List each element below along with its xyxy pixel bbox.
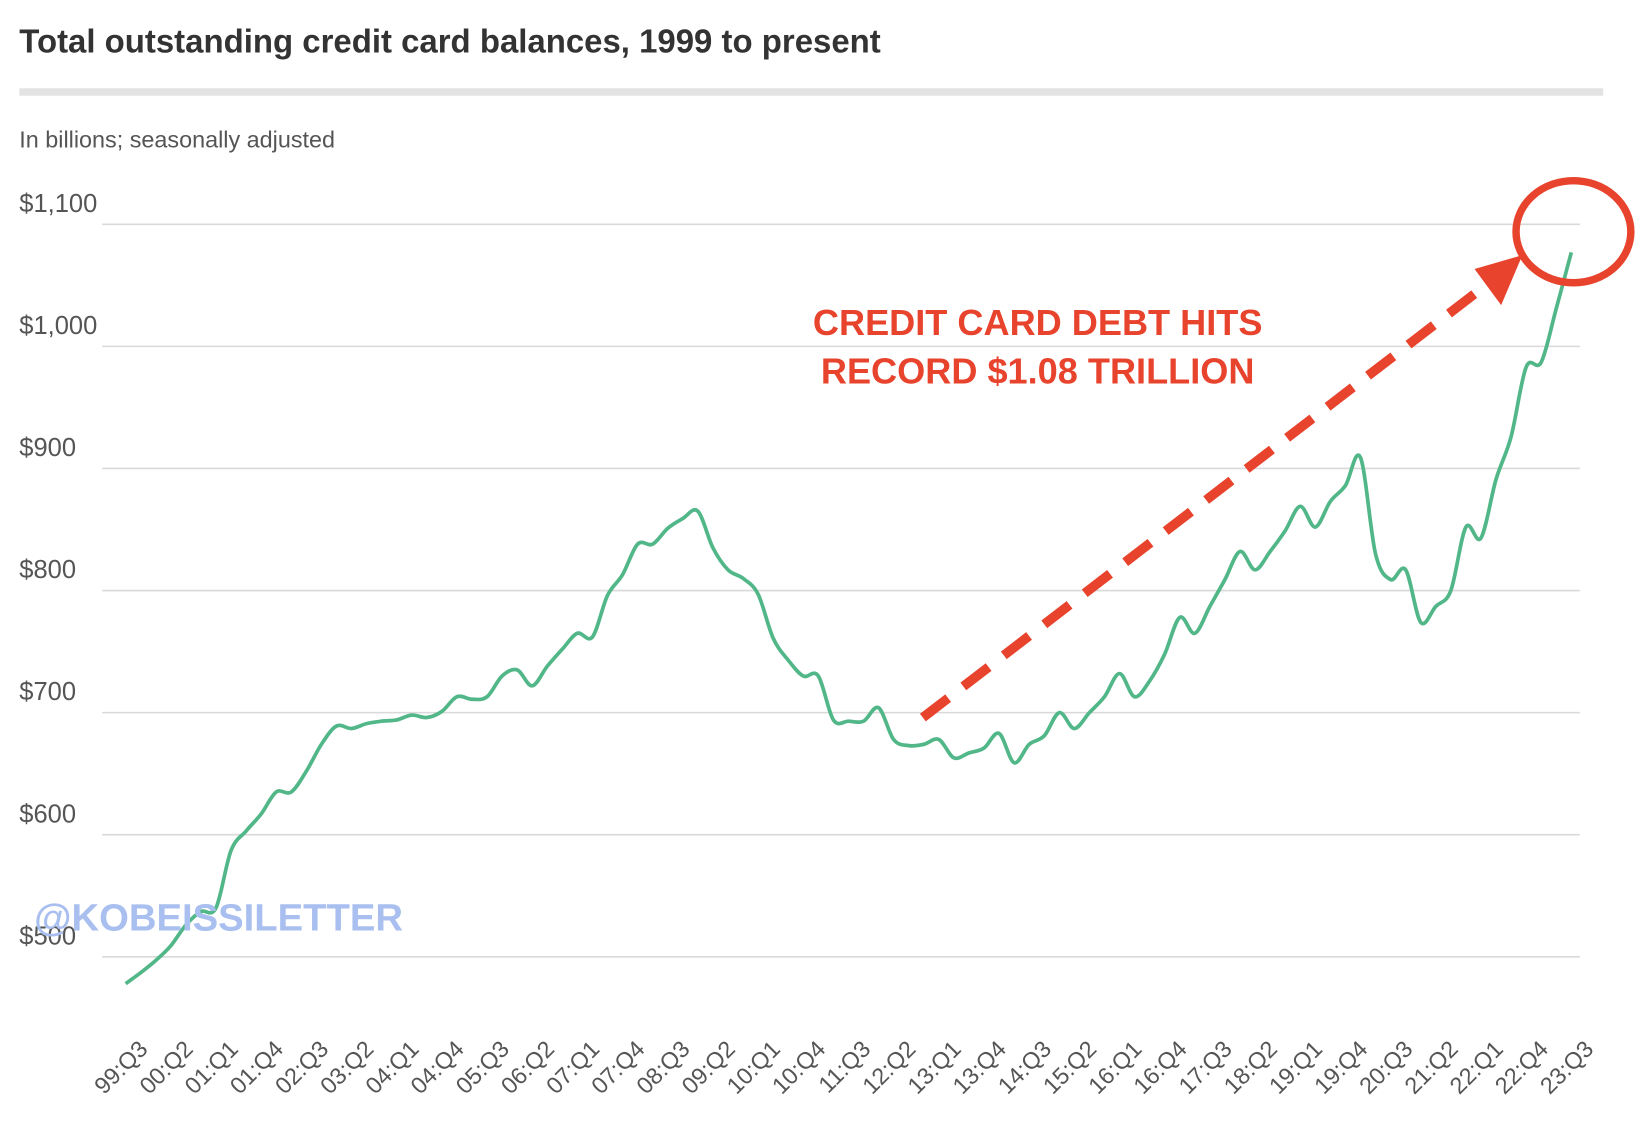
arrow-shaft: [919, 281, 1490, 722]
y-tick-label: $600: [19, 800, 76, 828]
title-rule: [19, 88, 1604, 96]
watermark: @KOBEISSILETTER: [34, 897, 403, 940]
annotation: CREDIT CARD DEBT HITS: [813, 302, 1263, 343]
x-tick-label: 10:Q4: [767, 1036, 830, 1099]
grid: $500 $600 $700 $800 $900 $1,000 $1,100: [19, 190, 1580, 958]
y-tick-label: $1,000: [19, 312, 97, 340]
line: [124, 251, 1574, 986]
y-tick-label: $800: [19, 556, 76, 584]
y-tick-label: $500: [19, 922, 76, 950]
arrow-head: [1474, 255, 1523, 306]
chart-subtitle: In billions; seasonally adjusted: [19, 127, 335, 153]
chart-title: Total outstanding credit card balances, …: [19, 22, 881, 59]
highlight-circle: [1512, 176, 1635, 287]
y-tick-label: $700: [19, 678, 76, 706]
x-tick-label: 23:Q3: [1535, 1036, 1598, 1099]
y-tick-label: $900: [19, 434, 76, 462]
y-tick-label: $1,100: [19, 190, 97, 218]
annotation: RECORD $1.08 TRILLION: [821, 351, 1255, 392]
